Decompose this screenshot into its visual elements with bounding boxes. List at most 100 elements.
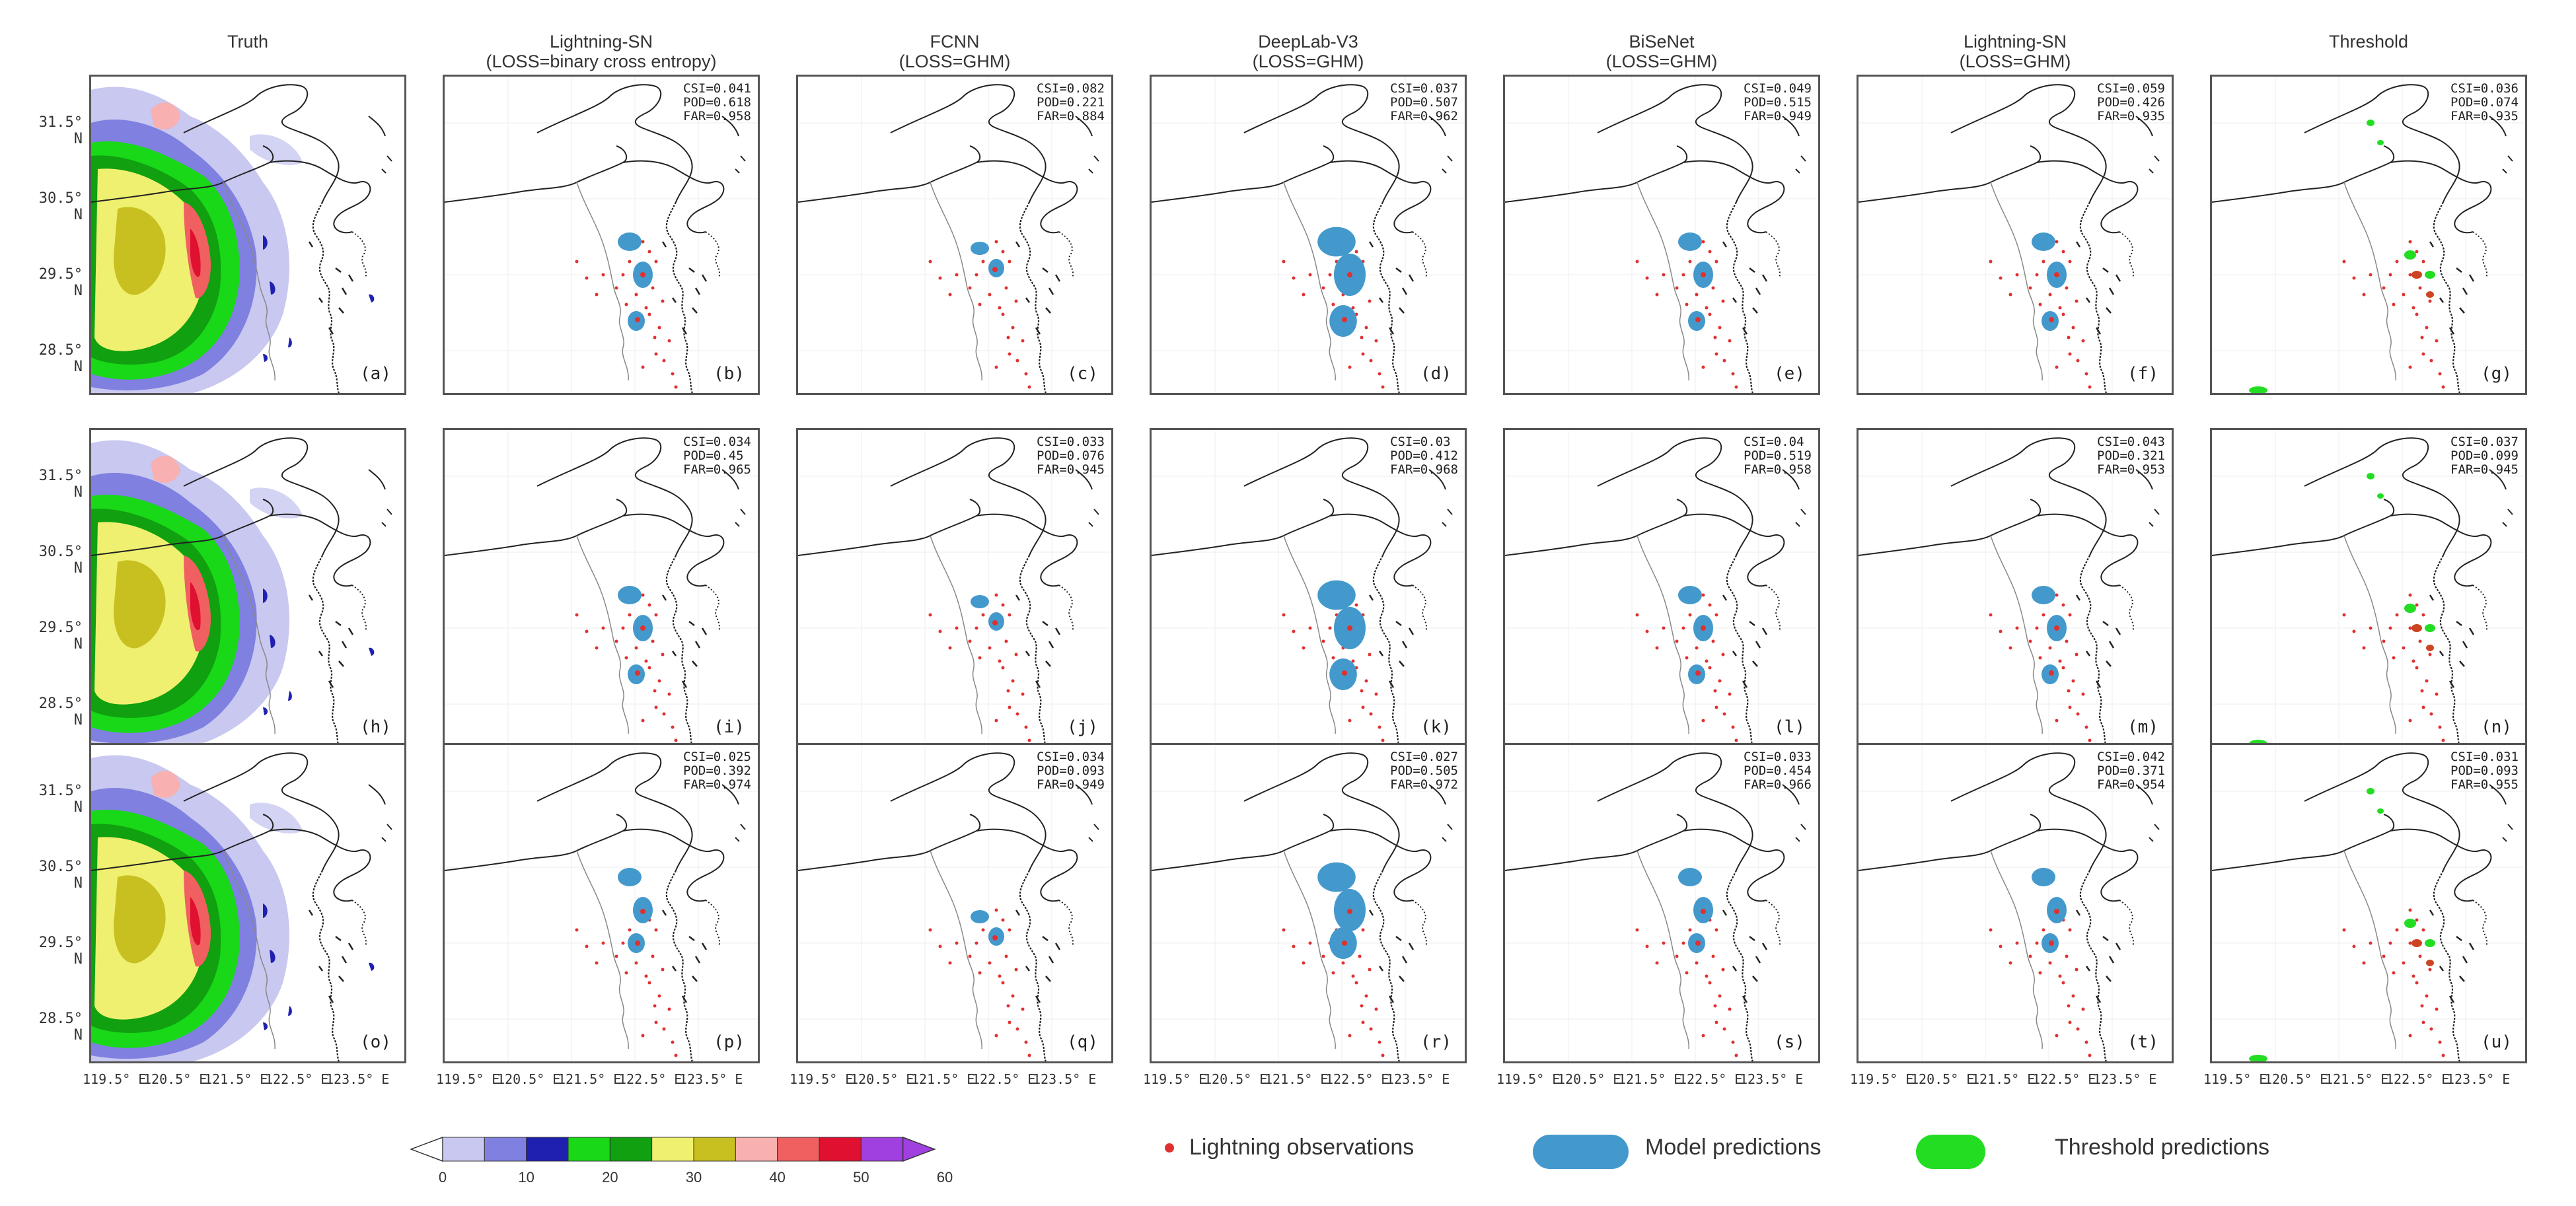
map-graphic bbox=[445, 745, 758, 1061]
x-tick-label: 121.5° E bbox=[1971, 1071, 2036, 1087]
metric-far: FAR=0.945 bbox=[1037, 462, 1105, 477]
metrics-box: CSI=0.031 POD=0.093 FAR=0.955 bbox=[2450, 750, 2519, 792]
y-tick-label: 28.5° N bbox=[38, 1011, 83, 1044]
column-title: Truth bbox=[76, 32, 420, 52]
metric-far: FAR=0.949 bbox=[1037, 777, 1105, 792]
metric-csi: CSI=0.034 bbox=[1037, 750, 1105, 764]
x-tick-label: 122.5° E bbox=[265, 1071, 329, 1087]
x-tick-label: 121.5° E bbox=[558, 1071, 622, 1087]
y-tick-label: 31.5° N bbox=[38, 468, 83, 501]
panel-label: (s) bbox=[1774, 1032, 1805, 1052]
prediction-map-panel: CSI=0.043 POD=0.321 FAR=0.953 (m) bbox=[1857, 428, 2174, 748]
x-tick-label: 123.5° E bbox=[1033, 1071, 1097, 1087]
map-graphic bbox=[1858, 430, 2172, 746]
x-tick-label: 120.5° E bbox=[2264, 1071, 2328, 1087]
panel-label: (n) bbox=[2481, 717, 2512, 737]
metrics-box: CSI=0.049 POD=0.515 FAR=0.949 bbox=[1744, 82, 1812, 124]
map-graphic bbox=[91, 437, 392, 746]
metric-far: FAR=0.955 bbox=[2450, 777, 2519, 792]
column-title-text: Lightning-SN bbox=[1963, 32, 2067, 52]
y-tick-label: 30.5° N bbox=[38, 544, 83, 577]
map-graphic bbox=[798, 745, 1111, 1061]
prediction-map-panel: CSI=0.04 POD=0.519 FAR=0.958 (l) bbox=[1503, 428, 1820, 748]
column-title: Lightning-SN (LOSS=GHM) bbox=[1843, 32, 2187, 71]
prediction-map-panel: CSI=0.036 POD=0.074 FAR=0.935 (g) bbox=[2210, 75, 2527, 395]
prediction-map-panel: CSI=0.025 POD=0.392 FAR=0.974 (p) bbox=[443, 743, 760, 1063]
metric-far: FAR=0.949 bbox=[1744, 109, 1812, 124]
x-tick-label: 122.5° E bbox=[1679, 1071, 1743, 1087]
x-tick-label: 119.5° E bbox=[436, 1071, 500, 1087]
legend-observations: Lightning observations bbox=[1189, 1135, 1415, 1160]
metric-csi: CSI=0.041 bbox=[683, 81, 751, 96]
map-graphic bbox=[91, 752, 392, 1061]
panel-label: (i) bbox=[714, 717, 745, 737]
metric-pod: POD=0.221 bbox=[1037, 95, 1105, 110]
metrics-box: CSI=0.037 POD=0.507 FAR=0.962 bbox=[1390, 82, 1458, 124]
metric-far: FAR=0.968 bbox=[1390, 462, 1458, 477]
y-tick-label: 28.5° N bbox=[38, 342, 83, 375]
metric-csi: CSI=0.049 bbox=[1744, 81, 1812, 96]
metrics-box: CSI=0.03 POD=0.412 FAR=0.968 bbox=[1390, 435, 1458, 477]
metric-pod: POD=0.093 bbox=[1037, 763, 1105, 778]
metric-csi: CSI=0.03 bbox=[1390, 435, 1451, 449]
y-tick-label: 30.5° N bbox=[38, 859, 83, 892]
x-tick-label: 120.5° E bbox=[1204, 1071, 1268, 1087]
panel-label: (l) bbox=[1774, 717, 1805, 737]
metric-far: FAR=0.962 bbox=[1390, 109, 1458, 124]
map-graphic bbox=[445, 430, 758, 746]
metric-far: FAR=0.966 bbox=[1744, 777, 1812, 792]
metric-pod: POD=0.321 bbox=[2097, 448, 2165, 463]
panel-label: (c) bbox=[1067, 364, 1098, 384]
panel-label: (e) bbox=[1774, 364, 1805, 384]
truth-map-panel: (a) bbox=[89, 75, 406, 395]
column-subtitle-text: (LOSS=binary cross entropy) bbox=[486, 52, 717, 71]
metrics-box: CSI=0.043 POD=0.321 FAR=0.953 bbox=[2097, 435, 2165, 477]
map-graphic bbox=[1505, 745, 1818, 1061]
panel-label: (h) bbox=[360, 717, 391, 737]
prediction-map-panel: CSI=0.059 POD=0.426 FAR=0.935 (f) bbox=[1857, 75, 2174, 395]
legend-threshold-predictions: Threshold predictions bbox=[2055, 1135, 2270, 1160]
y-tick-label: 30.5° N bbox=[38, 190, 83, 223]
x-tick-label: 123.5° E bbox=[2447, 1071, 2511, 1087]
prediction-map-panel: CSI=0.03 POD=0.412 FAR=0.968 (k) bbox=[1150, 428, 1467, 748]
x-tick-label: 122.5° E bbox=[618, 1071, 682, 1087]
metric-pod: POD=0.099 bbox=[2450, 448, 2519, 463]
column-subtitle-text: (LOSS=GHM) bbox=[1252, 52, 1364, 71]
prediction-map-panel: CSI=0.041 POD=0.618 FAR=0.958 (b) bbox=[443, 75, 760, 395]
x-tick-label: 120.5° E bbox=[1911, 1071, 1975, 1087]
x-tick-label: 123.5° E bbox=[679, 1071, 743, 1087]
column-title-text: Truth bbox=[227, 32, 268, 52]
panel-label: (a) bbox=[360, 364, 391, 384]
metric-csi: CSI=0.042 bbox=[2097, 750, 2165, 764]
metric-csi: CSI=0.037 bbox=[2450, 435, 2519, 449]
metric-pod: POD=0.505 bbox=[1390, 763, 1458, 778]
y-tick-label: 28.5° N bbox=[38, 695, 83, 728]
panel-label: (o) bbox=[360, 1032, 391, 1052]
metric-csi: CSI=0.033 bbox=[1744, 750, 1812, 764]
x-tick-label: 121.5° E bbox=[1618, 1071, 1682, 1087]
metric-pod: POD=0.392 bbox=[683, 763, 751, 778]
threshold-prediction-swatch-icon bbox=[1916, 1135, 1985, 1169]
prediction-map-panel: CSI=0.037 POD=0.099 FAR=0.945 (n) bbox=[2210, 428, 2527, 748]
metrics-box: CSI=0.036 POD=0.074 FAR=0.935 bbox=[2450, 82, 2519, 124]
map-graphic bbox=[445, 77, 758, 393]
x-tick-label: 122.5° E bbox=[2386, 1071, 2450, 1087]
x-tick-label: 119.5° E bbox=[1496, 1071, 1561, 1087]
y-tick-label: 29.5° N bbox=[38, 620, 83, 653]
prediction-map-panel: CSI=0.031 POD=0.093 FAR=0.955 (u) bbox=[2210, 743, 2527, 1063]
panel-label: (b) bbox=[714, 364, 745, 384]
metrics-box: CSI=0.033 POD=0.454 FAR=0.966 bbox=[1744, 750, 1812, 792]
panel-label: (d) bbox=[1420, 364, 1452, 384]
metrics-box: CSI=0.037 POD=0.099 FAR=0.945 bbox=[2450, 435, 2519, 477]
prediction-map-panel: CSI=0.034 POD=0.45 FAR=0.965 (i) bbox=[443, 428, 760, 748]
metrics-box: CSI=0.025 POD=0.392 FAR=0.974 bbox=[683, 750, 751, 792]
metric-csi: CSI=0.037 bbox=[1390, 81, 1458, 96]
metrics-box: CSI=0.042 POD=0.371 FAR=0.954 bbox=[2097, 750, 2165, 792]
metric-csi: CSI=0.034 bbox=[683, 435, 751, 449]
metric-csi: CSI=0.027 bbox=[1390, 750, 1458, 764]
x-tick-label: 122.5° E bbox=[1325, 1071, 1389, 1087]
column-title: FCNN (LOSS=GHM) bbox=[783, 32, 1126, 71]
prediction-map-panel: CSI=0.049 POD=0.515 FAR=0.949 (e) bbox=[1503, 75, 1820, 395]
column-title-text: DeepLab-V3 bbox=[1258, 32, 1358, 52]
panel-label: (f) bbox=[2127, 364, 2158, 384]
